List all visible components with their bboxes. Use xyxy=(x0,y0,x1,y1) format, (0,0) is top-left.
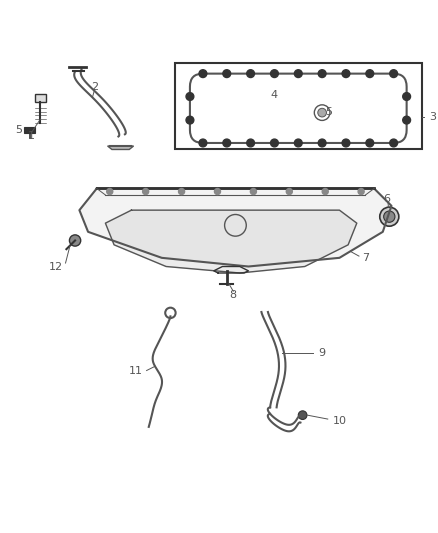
Circle shape xyxy=(318,139,326,147)
Text: 3: 3 xyxy=(429,112,436,122)
Bar xyxy=(175,63,422,149)
Circle shape xyxy=(322,189,328,195)
Text: 9: 9 xyxy=(318,348,326,358)
Circle shape xyxy=(107,189,113,195)
Circle shape xyxy=(251,189,256,195)
Circle shape xyxy=(223,70,231,77)
Bar xyxy=(35,94,46,102)
Circle shape xyxy=(143,189,148,195)
Circle shape xyxy=(215,189,220,195)
Circle shape xyxy=(380,207,399,226)
Text: 11: 11 xyxy=(129,366,143,376)
Circle shape xyxy=(179,189,184,195)
Circle shape xyxy=(298,411,307,419)
FancyBboxPatch shape xyxy=(190,74,406,143)
Circle shape xyxy=(403,116,410,124)
Circle shape xyxy=(271,70,278,77)
Text: 4: 4 xyxy=(271,90,278,100)
Text: 2: 2 xyxy=(91,82,98,92)
Circle shape xyxy=(70,235,81,246)
Text: 1: 1 xyxy=(28,132,35,141)
Circle shape xyxy=(390,70,398,77)
Circle shape xyxy=(390,139,398,147)
Circle shape xyxy=(318,70,326,77)
Text: 5: 5 xyxy=(15,125,22,135)
Circle shape xyxy=(271,139,278,147)
Circle shape xyxy=(366,139,374,147)
Polygon shape xyxy=(79,189,392,266)
Circle shape xyxy=(366,70,374,77)
Text: 8: 8 xyxy=(230,289,237,300)
Circle shape xyxy=(294,139,302,147)
Circle shape xyxy=(294,70,302,77)
Polygon shape xyxy=(108,146,134,149)
Text: 5: 5 xyxy=(325,107,332,117)
Polygon shape xyxy=(106,210,357,273)
Text: 7: 7 xyxy=(362,253,369,263)
Circle shape xyxy=(199,70,207,77)
Circle shape xyxy=(342,139,350,147)
Circle shape xyxy=(342,70,350,77)
Circle shape xyxy=(247,139,254,147)
Bar xyxy=(25,126,35,133)
Text: 6: 6 xyxy=(384,195,391,204)
Circle shape xyxy=(384,211,395,222)
Circle shape xyxy=(247,70,254,77)
Text: 12: 12 xyxy=(49,262,63,271)
Circle shape xyxy=(318,108,326,117)
Circle shape xyxy=(223,139,231,147)
Circle shape xyxy=(358,189,364,195)
Circle shape xyxy=(403,93,410,100)
Circle shape xyxy=(186,93,194,100)
Text: 10: 10 xyxy=(332,416,346,426)
Circle shape xyxy=(286,189,292,195)
Circle shape xyxy=(186,116,194,124)
Circle shape xyxy=(199,139,207,147)
